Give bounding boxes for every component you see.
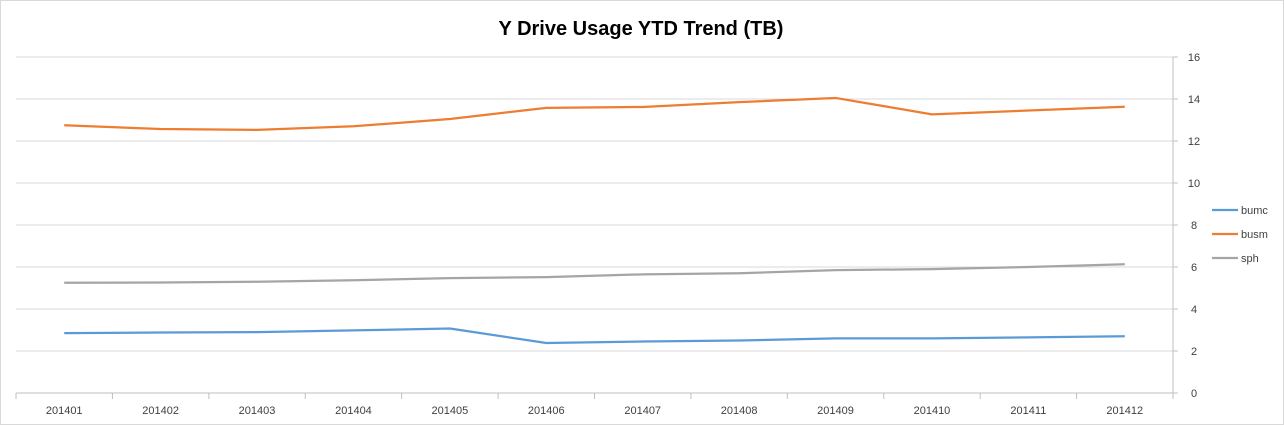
y-tick-label: 4 <box>1191 304 1197 316</box>
gridlines <box>16 57 1173 351</box>
chart-title: Y Drive Usage YTD Trend (TB) <box>499 18 784 40</box>
y-tick-label: 2 <box>1191 346 1197 358</box>
x-tick-label: 201408 <box>721 405 758 417</box>
y-tick-label: 14 <box>1188 94 1200 106</box>
x-tick-label: 201404 <box>335 405 372 417</box>
y-tick-label: 0 <box>1191 388 1197 400</box>
x-tick-label: 201411 <box>1010 405 1046 417</box>
x-tick-label: 201407 <box>624 405 661 417</box>
legend-label-sph: sph <box>1241 253 1259 265</box>
legend: bumc busm sph <box>1212 205 1268 265</box>
y-tick-label: 10 <box>1188 178 1200 190</box>
x-tick-label: 201406 <box>528 405 565 417</box>
x-tick-label: 201403 <box>239 405 276 417</box>
series-line-bumc <box>64 329 1125 343</box>
y-tick-label: 12 <box>1188 136 1200 148</box>
x-tick-label: 201410 <box>914 405 951 417</box>
x-tick-label: 201409 <box>817 405 854 417</box>
series-line-busm <box>64 98 1125 130</box>
x-tick-label: 201401 <box>46 405 83 417</box>
legend-label-busm: busm <box>1241 229 1268 241</box>
x-tick-label: 201402 <box>142 405 179 417</box>
y-tick-label: 8 <box>1191 220 1197 232</box>
x-tick-label: 201412 <box>1106 405 1143 417</box>
series-lines <box>64 98 1125 343</box>
y-tick-label: 6 <box>1191 262 1197 274</box>
y-tick-label: 16 <box>1188 52 1200 64</box>
legend-label-bumc: bumc <box>1241 205 1268 217</box>
x-tick-label: 201405 <box>432 405 469 417</box>
